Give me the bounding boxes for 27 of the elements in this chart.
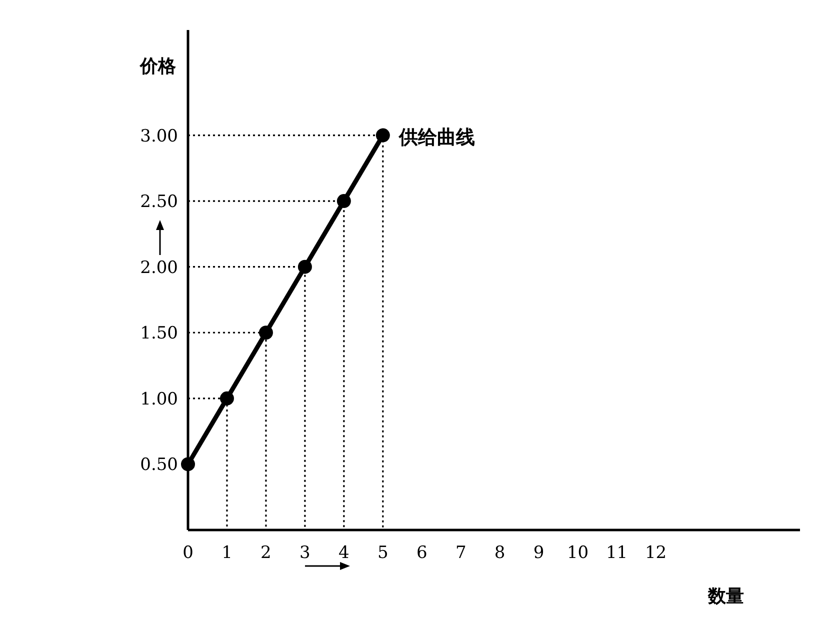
point <box>336 194 351 208</box>
x-tick-label: 10 <box>566 543 589 563</box>
point <box>298 260 312 274</box>
y-tick-label: 1.00 <box>140 389 178 410</box>
x-axis-title: 数量 <box>706 586 744 607</box>
y-tick-label: 0.50 <box>140 455 178 476</box>
y-tick-label: 1.50 <box>140 324 178 344</box>
annotation: 供给曲线 <box>398 126 475 148</box>
x-tick-label: 9 <box>533 543 544 563</box>
y-tick-label: 2.50 <box>140 192 178 212</box>
x-tick-label: 12 <box>644 543 667 563</box>
x-tick-label: 0 <box>182 543 194 563</box>
point <box>220 391 234 406</box>
x-tick-label: 6 <box>416 543 428 563</box>
x-tick-label: 2 <box>260 543 272 563</box>
x-tick-label: 7 <box>455 543 466 563</box>
x-tick-label: 5 <box>377 543 388 563</box>
x-tick-label: 11 <box>606 543 628 563</box>
y-axis-title: 价格 <box>139 56 177 77</box>
x-tick-label: 8 <box>494 543 506 563</box>
x-tick-label: 3 <box>300 543 310 563</box>
x-tick-label: 1 <box>222 543 232 563</box>
point <box>258 326 273 340</box>
x-tick-label: 4 <box>338 543 350 563</box>
point <box>376 128 390 142</box>
y-tick-label: 3.00 <box>140 126 178 146</box>
y-tick-label: 2.00 <box>140 258 178 278</box>
